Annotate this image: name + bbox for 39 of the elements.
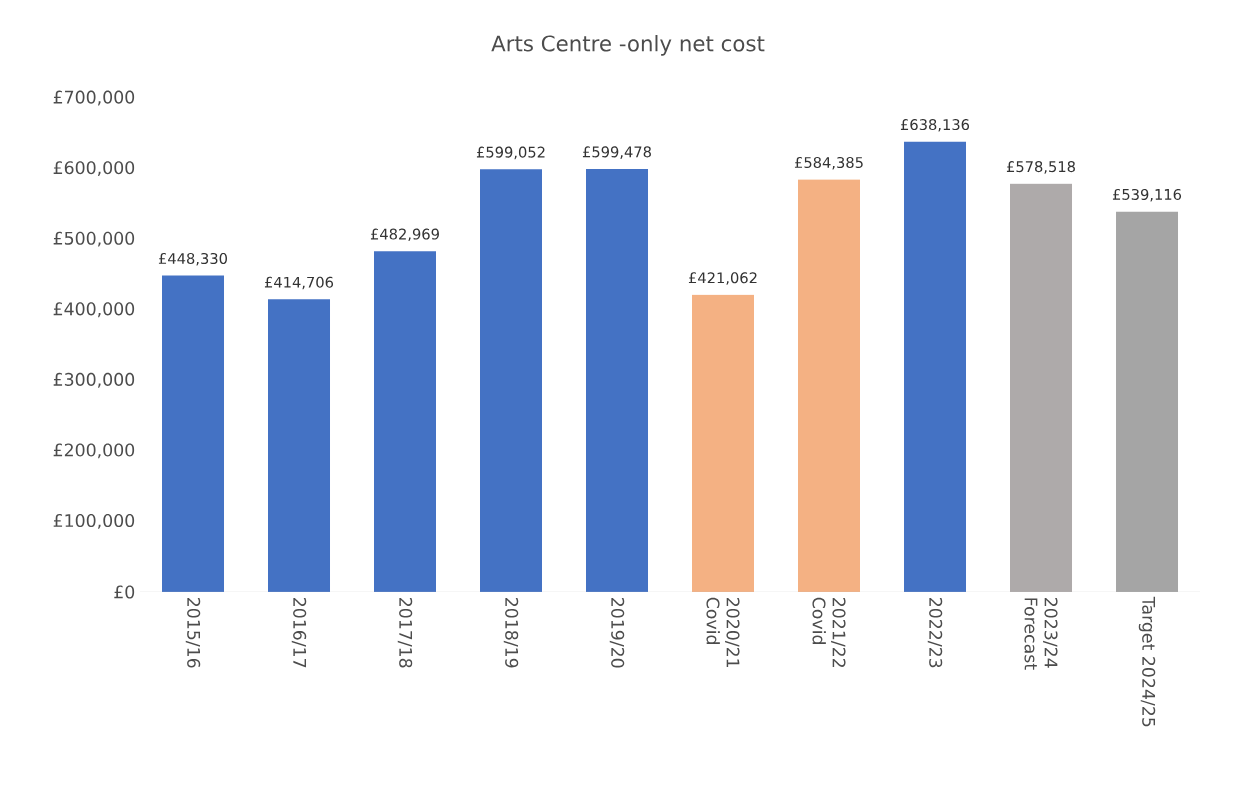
x-tick-label: 2021/22 Covid bbox=[812, 597, 846, 667]
chart-title: Arts Centre -only net cost bbox=[491, 35, 765, 56]
bar bbox=[1116, 211, 1179, 592]
bar bbox=[162, 275, 224, 592]
x-tick-label: 2019/20 bbox=[609, 597, 625, 668]
data-label: £638,136 bbox=[900, 119, 970, 132]
bar bbox=[1010, 183, 1073, 592]
x-tick-label: 2017/18 bbox=[397, 597, 413, 668]
y-tick-label: £500,000 bbox=[53, 231, 135, 247]
x-tick-label: Target 2024/25 bbox=[1138, 596, 1156, 727]
data-label: £599,478 bbox=[582, 146, 651, 159]
x-tick-label: 2023/24 Forecast bbox=[1024, 597, 1058, 670]
y-tick-label: £100,000 bbox=[53, 513, 135, 529]
x-tick-label: 2020/21 Covid bbox=[706, 597, 740, 668]
y-tick-label: £0 bbox=[114, 585, 135, 599]
y-tick-label: £300,000 bbox=[53, 372, 135, 388]
x-tick-label: 2015/16 bbox=[185, 597, 201, 668]
data-label: £539,116 bbox=[1112, 188, 1182, 202]
y-tick-label: £700,000 bbox=[53, 90, 135, 106]
bar bbox=[904, 141, 967, 592]
y-tick-label: £200,000 bbox=[53, 443, 135, 459]
data-label: £578,518 bbox=[1006, 161, 1075, 174]
bar bbox=[268, 299, 330, 592]
y-tick-label: £600,000 bbox=[53, 161, 135, 176]
bar bbox=[586, 168, 648, 592]
bar bbox=[798, 179, 861, 592]
y-tick-label: £400,000 bbox=[53, 302, 135, 318]
data-label: £584,385 bbox=[794, 156, 863, 170]
bar bbox=[374, 251, 436, 592]
x-tick-label: 2016/17 bbox=[291, 597, 307, 668]
data-label: £599,052 bbox=[476, 146, 545, 160]
data-label: £414,706 bbox=[264, 276, 334, 290]
data-label: £482,969 bbox=[370, 228, 439, 242]
x-tick-label: 2022/23 bbox=[927, 597, 943, 668]
data-label: £421,062 bbox=[688, 272, 757, 285]
bar bbox=[480, 169, 542, 592]
x-tick-label: 2018/19 bbox=[503, 597, 519, 668]
data-label: £448,330 bbox=[158, 252, 227, 266]
bar bbox=[692, 294, 754, 592]
